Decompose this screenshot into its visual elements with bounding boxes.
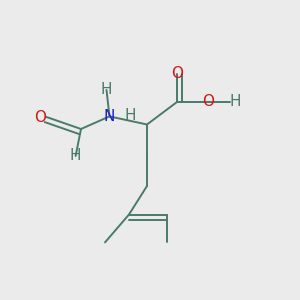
Text: H: H [101, 82, 112, 98]
Text: H: H [125, 108, 136, 123]
Text: H: H [230, 94, 241, 110]
Text: N: N [104, 109, 115, 124]
Text: O: O [171, 66, 183, 81]
Text: H: H [70, 148, 81, 164]
Text: O: O [34, 110, 46, 124]
Text: O: O [202, 94, 214, 110]
